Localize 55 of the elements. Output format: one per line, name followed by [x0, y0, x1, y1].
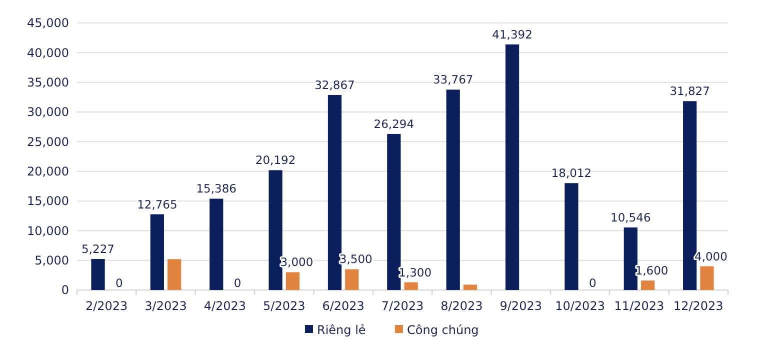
bar	[387, 134, 401, 290]
data-label: 18,012	[551, 166, 592, 180]
y-tick-label: 10,000	[27, 224, 69, 238]
y-tick-label: 5,000	[34, 254, 69, 268]
y-tick-label: 35,000	[27, 76, 69, 90]
bar	[641, 280, 655, 290]
data-label: 31,827	[670, 84, 710, 98]
data-label: 12,765	[137, 197, 178, 212]
bar	[446, 90, 460, 290]
data-label: 5,227	[82, 242, 114, 256]
x-tick-label: 6/2023	[322, 299, 364, 313]
bar	[91, 258, 105, 290]
bar	[345, 269, 359, 290]
bar	[564, 183, 578, 290]
y-tick-label: 45,000	[27, 16, 69, 30]
bar	[624, 227, 638, 290]
x-tick-label: 10/2023	[555, 299, 605, 313]
y-tick-label: 25,000	[27, 134, 69, 149]
data-label: 0	[234, 276, 242, 290]
data-label: 32,867	[314, 78, 355, 92]
bar	[404, 282, 418, 290]
y-tick-label: 15,000	[27, 194, 69, 208]
data-label: 10,546	[610, 210, 651, 224]
legend-label: Riêng lẻ	[317, 323, 366, 337]
legend-label: Công chúng	[407, 323, 479, 337]
data-label: 26,294	[374, 116, 414, 131]
bar	[286, 272, 300, 290]
y-tick-label: 0	[61, 283, 69, 298]
x-tick-label: 8/2023	[440, 299, 483, 313]
bar	[328, 94, 342, 290]
bar	[683, 101, 697, 290]
bar	[700, 266, 714, 290]
y-tick-label: 20,000	[27, 164, 69, 179]
x-tick-label: 2/2023	[85, 299, 128, 313]
x-tick-label: 5/2023	[263, 299, 306, 313]
data-label: 41,392	[492, 27, 532, 42]
x-tick-label: 12/2023	[673, 299, 724, 313]
x-tick-label: 4/2023	[204, 299, 246, 313]
bar	[150, 214, 164, 290]
bar	[210, 198, 224, 290]
data-label: 33,767	[432, 72, 474, 87]
data-label: 20,192	[255, 153, 296, 168]
data-label: 0	[116, 276, 123, 290]
x-tick-label: 9/2023	[500, 299, 542, 313]
x-tick-label: 7/2023	[381, 299, 424, 313]
bar	[505, 44, 520, 290]
y-tick-label: 40,000	[27, 46, 69, 60]
bar	[268, 170, 282, 290]
x-tick-label: 3/2023	[144, 299, 187, 313]
bar	[168, 259, 182, 290]
y-tick-label: 30,000	[27, 105, 69, 120]
data-label: 15,386	[196, 182, 236, 196]
x-tick-label: 11/2023	[614, 299, 664, 313]
data-label: 0	[588, 276, 596, 290]
bar	[463, 284, 478, 290]
